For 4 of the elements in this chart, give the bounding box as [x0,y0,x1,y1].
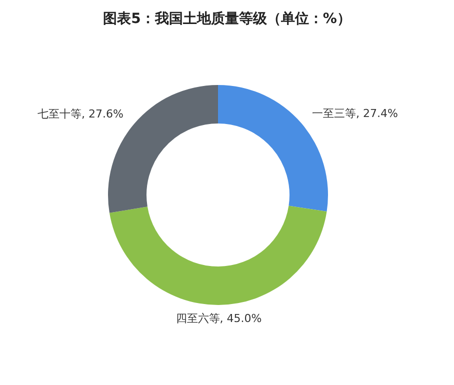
slice-label: 四至六等, 45.0% [176,312,262,325]
slice-label: 七至十等, 27.6% [38,108,124,121]
chart-title: 图表5：我国土地质量等级（单位：%） [102,10,352,28]
slice-label: 一至三等, 27.4% [312,107,398,120]
